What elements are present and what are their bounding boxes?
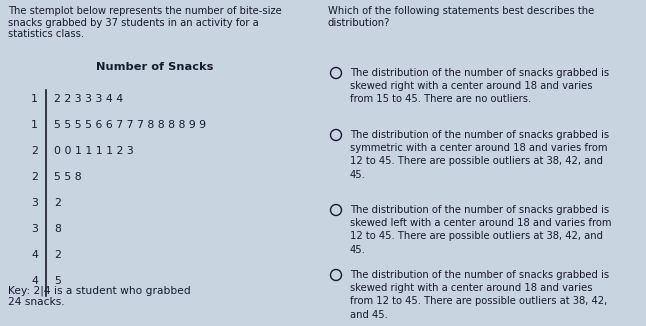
Text: Key: 2|4 is a student who grabbed
24 snacks.: Key: 2|4 is a student who grabbed 24 sna… <box>8 285 191 307</box>
Text: 2: 2 <box>54 198 61 208</box>
Text: 3: 3 <box>31 198 38 208</box>
Text: The distribution of the number of snacks grabbed is
skewed right with a center a: The distribution of the number of snacks… <box>350 68 609 104</box>
Text: Which of the following statements best describes the
distribution?: Which of the following statements best d… <box>328 6 594 28</box>
Text: 5 5 8: 5 5 8 <box>54 172 81 182</box>
Text: 0 0 1 1 1 1 2 3: 0 0 1 1 1 1 2 3 <box>54 146 134 156</box>
Text: The distribution of the number of snacks grabbed is
skewed right with a center a: The distribution of the number of snacks… <box>350 270 609 319</box>
Text: 2: 2 <box>31 146 38 156</box>
Text: 8: 8 <box>54 224 61 234</box>
Text: 2 2 3 3 3 4 4: 2 2 3 3 3 4 4 <box>54 94 123 104</box>
Text: The distribution of the number of snacks grabbed is
symmetric with a center arou: The distribution of the number of snacks… <box>350 130 609 180</box>
Text: 4: 4 <box>31 276 38 286</box>
Text: 1: 1 <box>31 94 38 104</box>
Text: 3: 3 <box>31 224 38 234</box>
Text: Number of Snacks: Number of Snacks <box>96 62 214 72</box>
Text: 1: 1 <box>31 120 38 130</box>
Text: The distribution of the number of snacks grabbed is
skewed left with a center ar: The distribution of the number of snacks… <box>350 205 612 255</box>
Text: 2: 2 <box>54 250 61 260</box>
Text: 4: 4 <box>31 250 38 260</box>
Text: 2: 2 <box>31 172 38 182</box>
Text: The stemplot below represents the number of bite-size
snacks grabbed by 37 stude: The stemplot below represents the number… <box>8 6 282 39</box>
Text: 5 5 5 5 6 6 7 7 7 8 8 8 8 9 9: 5 5 5 5 6 6 7 7 7 8 8 8 8 9 9 <box>54 120 206 130</box>
Text: 5: 5 <box>54 276 61 286</box>
